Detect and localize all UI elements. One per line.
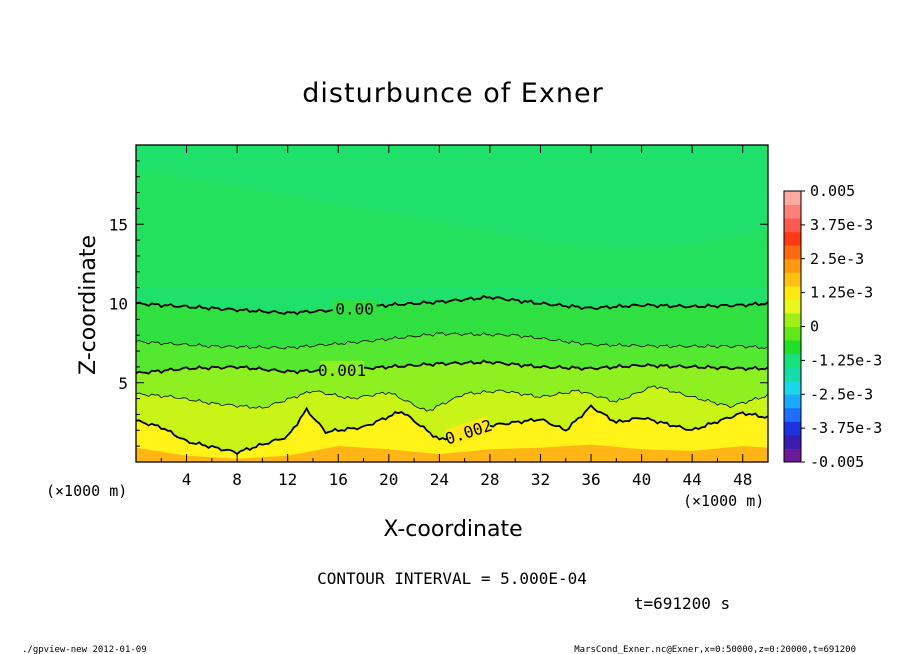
- y-tick-label: 15: [109, 215, 128, 234]
- colorbar-swatch: [784, 299, 801, 314]
- colorbar-label: 1.25e-3: [810, 284, 873, 302]
- colorbar-swatch: [784, 245, 801, 260]
- x-tick-label: 44: [683, 470, 702, 489]
- colorbar-swatch: [784, 434, 801, 449]
- x-tick-label: 24: [430, 470, 449, 489]
- x-tick-label: 4: [182, 470, 192, 489]
- x-tick-label: 32: [531, 470, 550, 489]
- x-unit-left: (×1000 m): [46, 482, 127, 500]
- colorbar-label: 2.5e-3: [810, 250, 864, 268]
- colorbar-label: 3.75e-3: [810, 216, 873, 234]
- colorbar-label: -1.25e-3: [810, 351, 882, 369]
- colorbar-label: -0.005: [810, 453, 864, 471]
- colorbar-swatch: [784, 407, 801, 422]
- band-orange: [136, 444, 768, 462]
- colorbar-label: -3.75e-3: [810, 419, 882, 437]
- x-tick-label: 12: [278, 470, 297, 489]
- contour-1: [135, 359, 769, 375]
- colorbar: 0.005 3.75e-3 2.5e-3 1.25e-3 0 -1.25e-3 -2.5e-…: [783, 182, 882, 471]
- x-unit-right: (×1000 m): [683, 492, 764, 510]
- colorbar-swatch: [784, 231, 801, 246]
- colorbar-label: 0.005: [810, 182, 855, 200]
- time-label: t=691200 s: [634, 594, 730, 613]
- color-bands: [136, 145, 768, 462]
- footer-left: ./gpview-new 2012-01-09: [22, 645, 147, 654]
- colorbar-swatch: [784, 394, 801, 409]
- colorbar-swatch: [784, 421, 801, 436]
- colorbar-swatch: [784, 285, 801, 300]
- y-tick-label: 5: [118, 374, 128, 393]
- colorbar-swatch: [784, 326, 801, 341]
- colorbar-swatch: [784, 448, 801, 463]
- colorbar-swatch: [784, 340, 801, 355]
- colorbar-swatch: [784, 204, 801, 219]
- chart-title: disturbunce of Exner: [302, 78, 603, 109]
- contour-label-bg-0: [332, 299, 377, 317]
- y-tick-label: 10: [109, 295, 128, 314]
- contour-label-0: 0.00: [335, 299, 374, 318]
- y-axis-ticks: 5 10 15: [109, 160, 768, 447]
- contour-label-1: 0.001: [318, 361, 366, 380]
- colorbar-swatch: [784, 380, 801, 395]
- band-upper-shade: [136, 168, 768, 288]
- colorbar-swatch: [784, 258, 801, 273]
- colorbar-swatch: [784, 218, 801, 233]
- x-tick-label: 20: [379, 470, 398, 489]
- colorbar-swatch: [784, 191, 801, 206]
- x-tick-label: 36: [581, 470, 600, 489]
- x-tick-label: 28: [480, 470, 499, 489]
- colorbar-label: -2.5e-3: [810, 385, 873, 403]
- contour-interval: CONTOUR INTERVAL = 5.000E-04: [317, 569, 587, 588]
- contour-label-bg-2: [444, 416, 492, 447]
- x-tick-label: 40: [632, 470, 651, 489]
- contour-label-bg-1: [320, 360, 365, 378]
- contour-0: [135, 294, 769, 316]
- footer-right: MarsCond_Exner.nc@Exner,x=0:50000,z=0:20…: [574, 645, 856, 654]
- thin-contour-0: [135, 332, 769, 350]
- x-tick-label: 8: [232, 470, 242, 489]
- y-axis-label: Z-coordinate: [76, 235, 101, 375]
- x-tick-label: 48: [733, 470, 752, 489]
- x-tick-label: 16: [329, 470, 348, 489]
- thin-contour-1: [135, 385, 769, 412]
- x-axis-label: X-coordinate: [383, 517, 522, 542]
- colorbar-swatch: [784, 312, 801, 327]
- x-axis-ticks: 4 8 12 16 20 24 28 32 36 40 44 48: [160, 145, 752, 489]
- colorbar-swatch: [784, 367, 801, 382]
- colorbar-label: 0: [810, 318, 819, 336]
- colorbar-swatch: [784, 272, 801, 287]
- colorbar-swatch: [784, 353, 801, 368]
